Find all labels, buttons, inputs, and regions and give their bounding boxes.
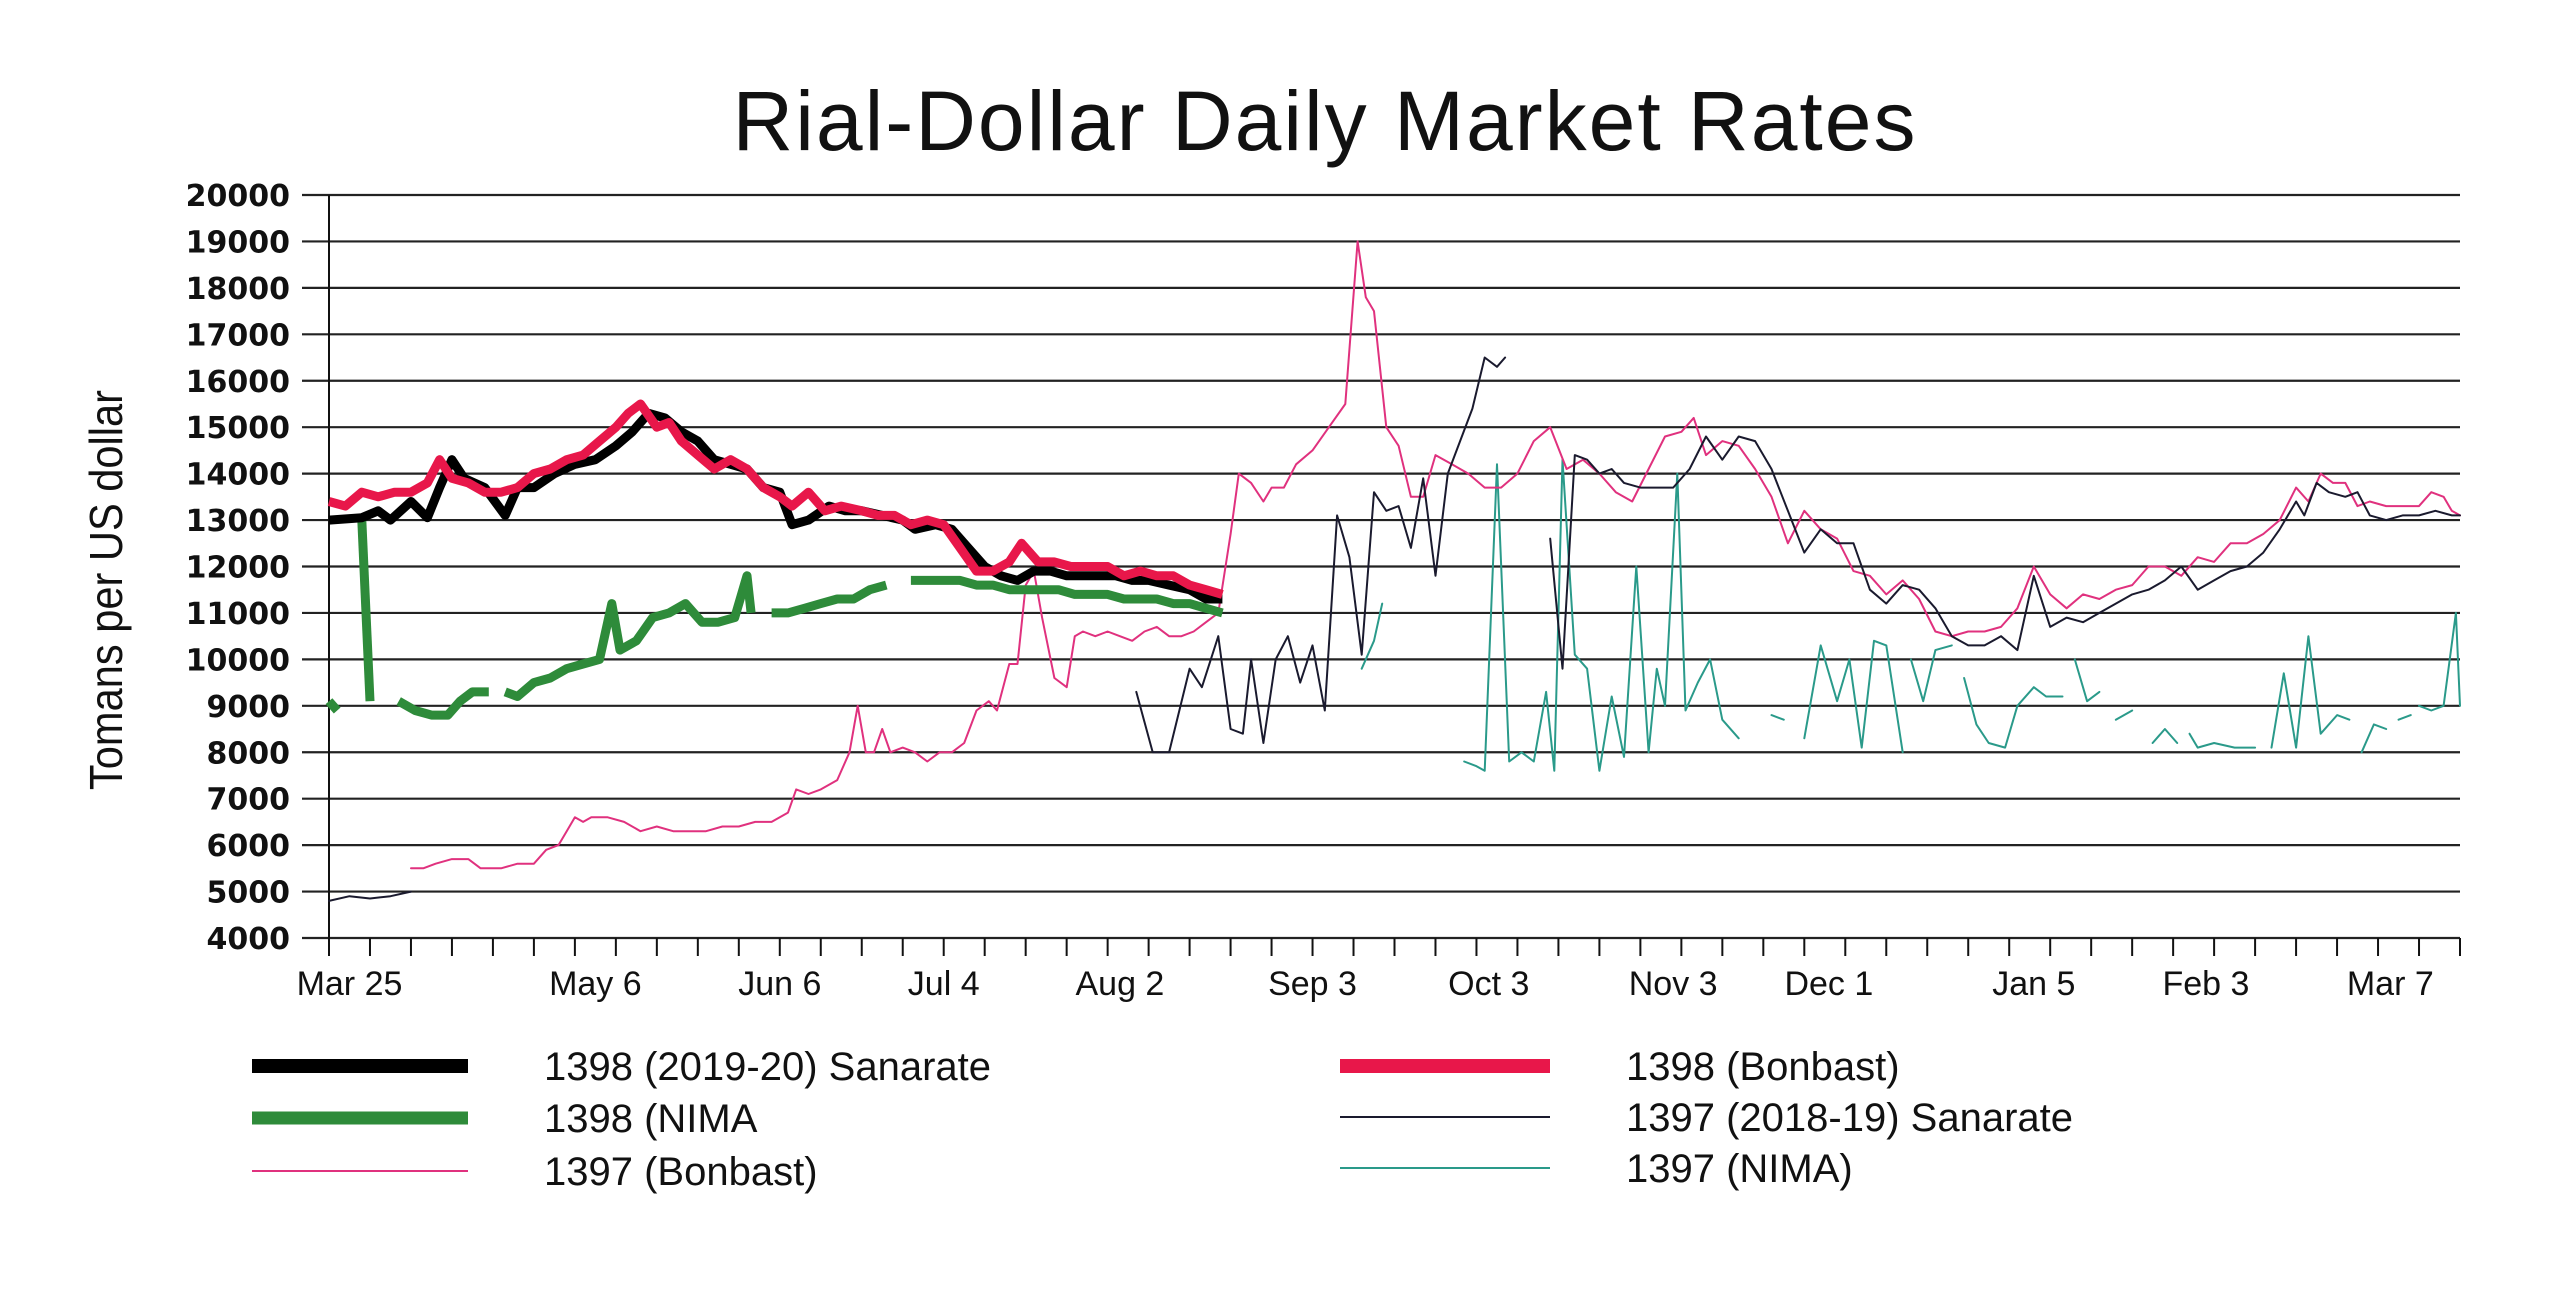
series-line (396, 687, 489, 720)
y-tick-label: 9000 (207, 690, 291, 725)
series-line (2188, 732, 2257, 749)
y-tick-label: 4000 (207, 922, 291, 957)
series-line (1963, 677, 2064, 749)
y-tick-label: 14000 (186, 458, 290, 493)
y-tick-label: 8000 (207, 736, 291, 771)
y-tick-label: 20000 (186, 179, 290, 214)
legend-item-1398-nima: 1398 (NIMA (252, 1097, 758, 1141)
series-line (357, 519, 375, 702)
legend-item-1398-bonbast: 1398 (Bonbast) (1340, 1045, 1900, 1089)
x-tick-label: Jun 6 (738, 965, 821, 1003)
y-tick-label: 16000 (186, 365, 290, 400)
series-line (2360, 723, 2388, 754)
series-1398-bonbast (327, 399, 1224, 599)
series-line (2114, 709, 2134, 721)
x-axis: Mar 25 May 6 Jun 6 Jul 4 Aug 2 Sep 3 Oct 3 Nov … (297, 195, 2461, 1003)
legend-label-1397-nima: 1397 (NIMA) (1626, 1147, 1853, 1191)
x-tick-label: Sep 3 (1268, 965, 1357, 1003)
legend-label-1398-bonbast: 1398 (Bonbast) (1626, 1045, 1900, 1089)
y-tick-label: 7000 (207, 783, 291, 818)
series-line (771, 580, 888, 618)
y-tick-label: 15000 (186, 411, 290, 446)
chart-title: Rial-Dollar Daily Market Rates (733, 74, 1918, 168)
series-line (2073, 658, 2101, 703)
series-line (328, 890, 412, 902)
series-line (328, 408, 1223, 604)
legend-label-1398-nima: 1398 (NIMA (544, 1097, 758, 1141)
series-1397-nima (1360, 458, 2461, 772)
series-line (1770, 714, 1785, 721)
x-tick-label: Dec 1 (1784, 965, 1873, 1003)
y-tick-label: 17000 (186, 318, 290, 353)
x-tick-label: Jan 5 (1992, 965, 2075, 1003)
series-line (1463, 458, 1740, 772)
data-series (325, 240, 2461, 902)
y-tick-label: 19000 (186, 225, 290, 260)
y-tick-label: 13000 (186, 504, 290, 539)
y-tick-label: 10000 (186, 643, 290, 678)
series-line (2151, 728, 2179, 744)
legend: 1398 (2019-20) Sanarate 1398 (Bonbast) 1… (252, 1045, 2073, 1194)
series-line (1909, 644, 1953, 703)
x-tick-label: Mar 25 (297, 965, 403, 1003)
series-line (1549, 435, 2461, 670)
series-line (327, 399, 1224, 599)
series-line (1360, 602, 1384, 670)
legend-item-1397-bonbast: 1397 (Bonbast) (252, 1150, 818, 1194)
series-1397-bonbast (410, 240, 2461, 870)
legend-item-1398-sanarate: 1398 (2019-20) Sanarate (252, 1045, 991, 1089)
x-tick-label: Nov 3 (1629, 965, 1718, 1003)
x-tick-label: Jul 4 (908, 965, 980, 1003)
x-tick-label: May 6 (549, 965, 642, 1003)
series-line (1135, 356, 1507, 754)
series-line (2397, 714, 2412, 721)
y-tick-label: 11000 (186, 597, 290, 632)
series-line (410, 240, 2461, 870)
series-line (910, 575, 1224, 618)
series-line (1803, 639, 1904, 754)
legend-item-1397-nima: 1397 (NIMA) (1340, 1147, 1853, 1191)
gridlines (302, 193, 2460, 940)
legend-label-1397-sanarate: 1397 (2018-19) Sanarate (1626, 1096, 2073, 1140)
x-tick-label: Mar 7 (2347, 965, 2434, 1003)
series-line (2418, 611, 2461, 712)
series-1398-2019-20-sanarate (328, 408, 1223, 604)
y-axis-ticks: 4000 5000 6000 7000 8000 9000 10000 11000 12000 1… (186, 179, 290, 957)
series-1397-2018-19-sanarate (328, 356, 2461, 902)
series-line (503, 571, 756, 701)
x-tick-label: Feb 3 (2162, 965, 2249, 1003)
y-tick-label: 6000 (207, 829, 291, 864)
x-tick-label: Oct 3 (1448, 965, 1529, 1003)
legend-item-1397-sanarate: 1397 (2018-19) Sanarate (1340, 1096, 2073, 1140)
y-tick-label: 12000 (186, 551, 290, 586)
legend-label-1398-sanarate: 1398 (2019-20) Sanarate (544, 1045, 991, 1089)
y-axis-label: Tomans per US dollar (80, 390, 132, 790)
y-tick-label: 18000 (186, 272, 290, 307)
series-1398-nima (325, 519, 1224, 720)
series-line (2270, 635, 2351, 749)
x-tick-label: Aug 2 (1075, 965, 1164, 1003)
legend-label-1397-bonbast: 1397 (Bonbast) (544, 1150, 818, 1194)
series-line (325, 698, 341, 714)
y-tick-label: 5000 (207, 876, 291, 911)
